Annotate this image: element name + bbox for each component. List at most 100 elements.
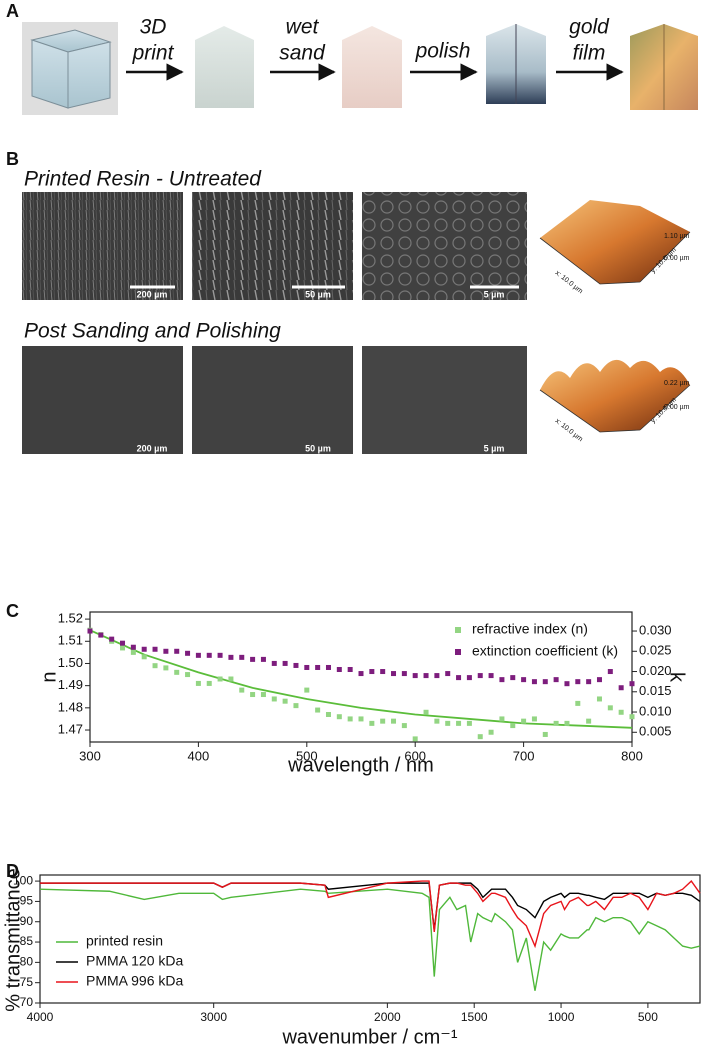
- data-point: [239, 687, 245, 693]
- data-point: [629, 681, 635, 687]
- data-point: [380, 718, 386, 724]
- data-point: [293, 662, 299, 668]
- row-title: Post Sanding and Polishing: [24, 320, 281, 343]
- cad-prism: [30, 29, 112, 109]
- data-point: [586, 718, 592, 724]
- data-point: [618, 685, 624, 691]
- data-point: [282, 698, 288, 704]
- y-tick-label: 1.52: [58, 611, 83, 626]
- data-point: [466, 720, 472, 726]
- y-tick-label: 80: [20, 955, 34, 969]
- data-point: [152, 646, 158, 652]
- data-point: [185, 672, 191, 678]
- y2-tick-label: 0.010: [639, 703, 672, 718]
- sem-image: [22, 346, 183, 454]
- data-point: [564, 681, 570, 687]
- data-point: [607, 669, 613, 675]
- x-tick-label: 500: [296, 748, 318, 763]
- sem-image: [192, 346, 353, 454]
- data-point: [325, 664, 331, 670]
- scale-bar-label: 50 µm: [305, 443, 331, 453]
- data-point: [239, 654, 245, 660]
- data-point: [369, 720, 375, 726]
- x-tick-label: 1000: [548, 1010, 575, 1024]
- step-label: print: [132, 42, 175, 65]
- x-tick-label: 500: [638, 1010, 658, 1024]
- data-point: [510, 675, 516, 681]
- scale-bar-label: 50 µm: [305, 289, 331, 299]
- data-point: [575, 679, 581, 685]
- data-point: [282, 660, 288, 666]
- afm-axes: [539, 384, 691, 433]
- sem-image: [22, 192, 183, 300]
- data-point: [391, 718, 397, 724]
- afm-surface: [540, 359, 690, 432]
- data-point: [195, 652, 201, 658]
- data-point: [195, 680, 201, 686]
- legend-label: PMMA 996 kDa: [86, 973, 183, 989]
- data-point: [120, 640, 126, 646]
- x-tick-label: 3000: [200, 1010, 227, 1024]
- step-label: wet: [286, 16, 320, 39]
- data-point: [217, 652, 223, 658]
- data-point: [228, 654, 234, 660]
- scale-bar-label: 200 µm: [137, 443, 168, 453]
- y2-tick-label: 0.030: [639, 622, 672, 637]
- data-point: [87, 628, 93, 634]
- data-point: [185, 650, 191, 656]
- y-tick-label: 1.51: [58, 633, 83, 648]
- data-point: [488, 673, 494, 679]
- printed-prism-photo: [195, 26, 254, 108]
- legend-label: PMMA 120 kDa: [86, 953, 183, 969]
- data-point: [174, 648, 180, 654]
- data-point: [358, 671, 364, 677]
- y2-tick-label: 0.025: [639, 643, 672, 658]
- y-tick-label: 85: [20, 934, 34, 948]
- data-point: [325, 711, 331, 717]
- data-point: [271, 660, 277, 666]
- x-axis-title: wavenumber / cm⁻¹: [281, 1026, 457, 1048]
- afm-z-max: 0.22 µm: [664, 380, 690, 387]
- y-tick-label: 70: [20, 995, 34, 1009]
- y-axis-title: % transmittance: [2, 868, 24, 1011]
- data-point: [586, 679, 592, 685]
- data-point: [499, 716, 505, 722]
- data-point: [445, 720, 451, 726]
- data-point: [434, 718, 440, 724]
- step-label: sand: [279, 42, 326, 65]
- data-point: [98, 632, 104, 638]
- data-point: [141, 654, 147, 660]
- series-line: [40, 880, 701, 949]
- data-point: [250, 656, 256, 662]
- data-point: [477, 673, 483, 679]
- data-point: [271, 696, 277, 702]
- data-point: [228, 676, 234, 682]
- y-tick-label: 1.47: [58, 721, 83, 736]
- step-label: gold: [569, 16, 610, 39]
- plot-frame: [39, 874, 701, 1004]
- y2-tick-label: 0.020: [639, 663, 672, 678]
- data-point: [531, 679, 537, 685]
- step-label: 3D: [140, 16, 167, 39]
- y2-tick-label: 0.015: [639, 683, 672, 698]
- x-tick-label: 600: [404, 748, 426, 763]
- panel-label: A: [6, 1, 19, 21]
- data-point: [521, 718, 527, 724]
- data-point: [456, 675, 462, 681]
- sanded-prism-photo: [342, 26, 402, 108]
- data-point: [445, 671, 451, 677]
- data-point: [488, 729, 494, 735]
- data-point: [542, 679, 548, 685]
- y2-tick-label: 0.005: [639, 724, 672, 739]
- scale-bar-label: 5 µm: [484, 443, 505, 453]
- legend-swatch: [455, 627, 461, 633]
- afm-z-min: 0.00 µm: [664, 404, 690, 411]
- legend-label: extinction coefficient (k): [472, 643, 618, 659]
- series-line: [39, 888, 701, 991]
- step-label: film: [573, 42, 606, 65]
- y-tick-label: 75: [20, 975, 34, 989]
- y-tick-label: 100: [13, 873, 33, 887]
- data-point: [304, 687, 310, 693]
- data-point: [521, 677, 527, 683]
- data-point: [369, 669, 375, 675]
